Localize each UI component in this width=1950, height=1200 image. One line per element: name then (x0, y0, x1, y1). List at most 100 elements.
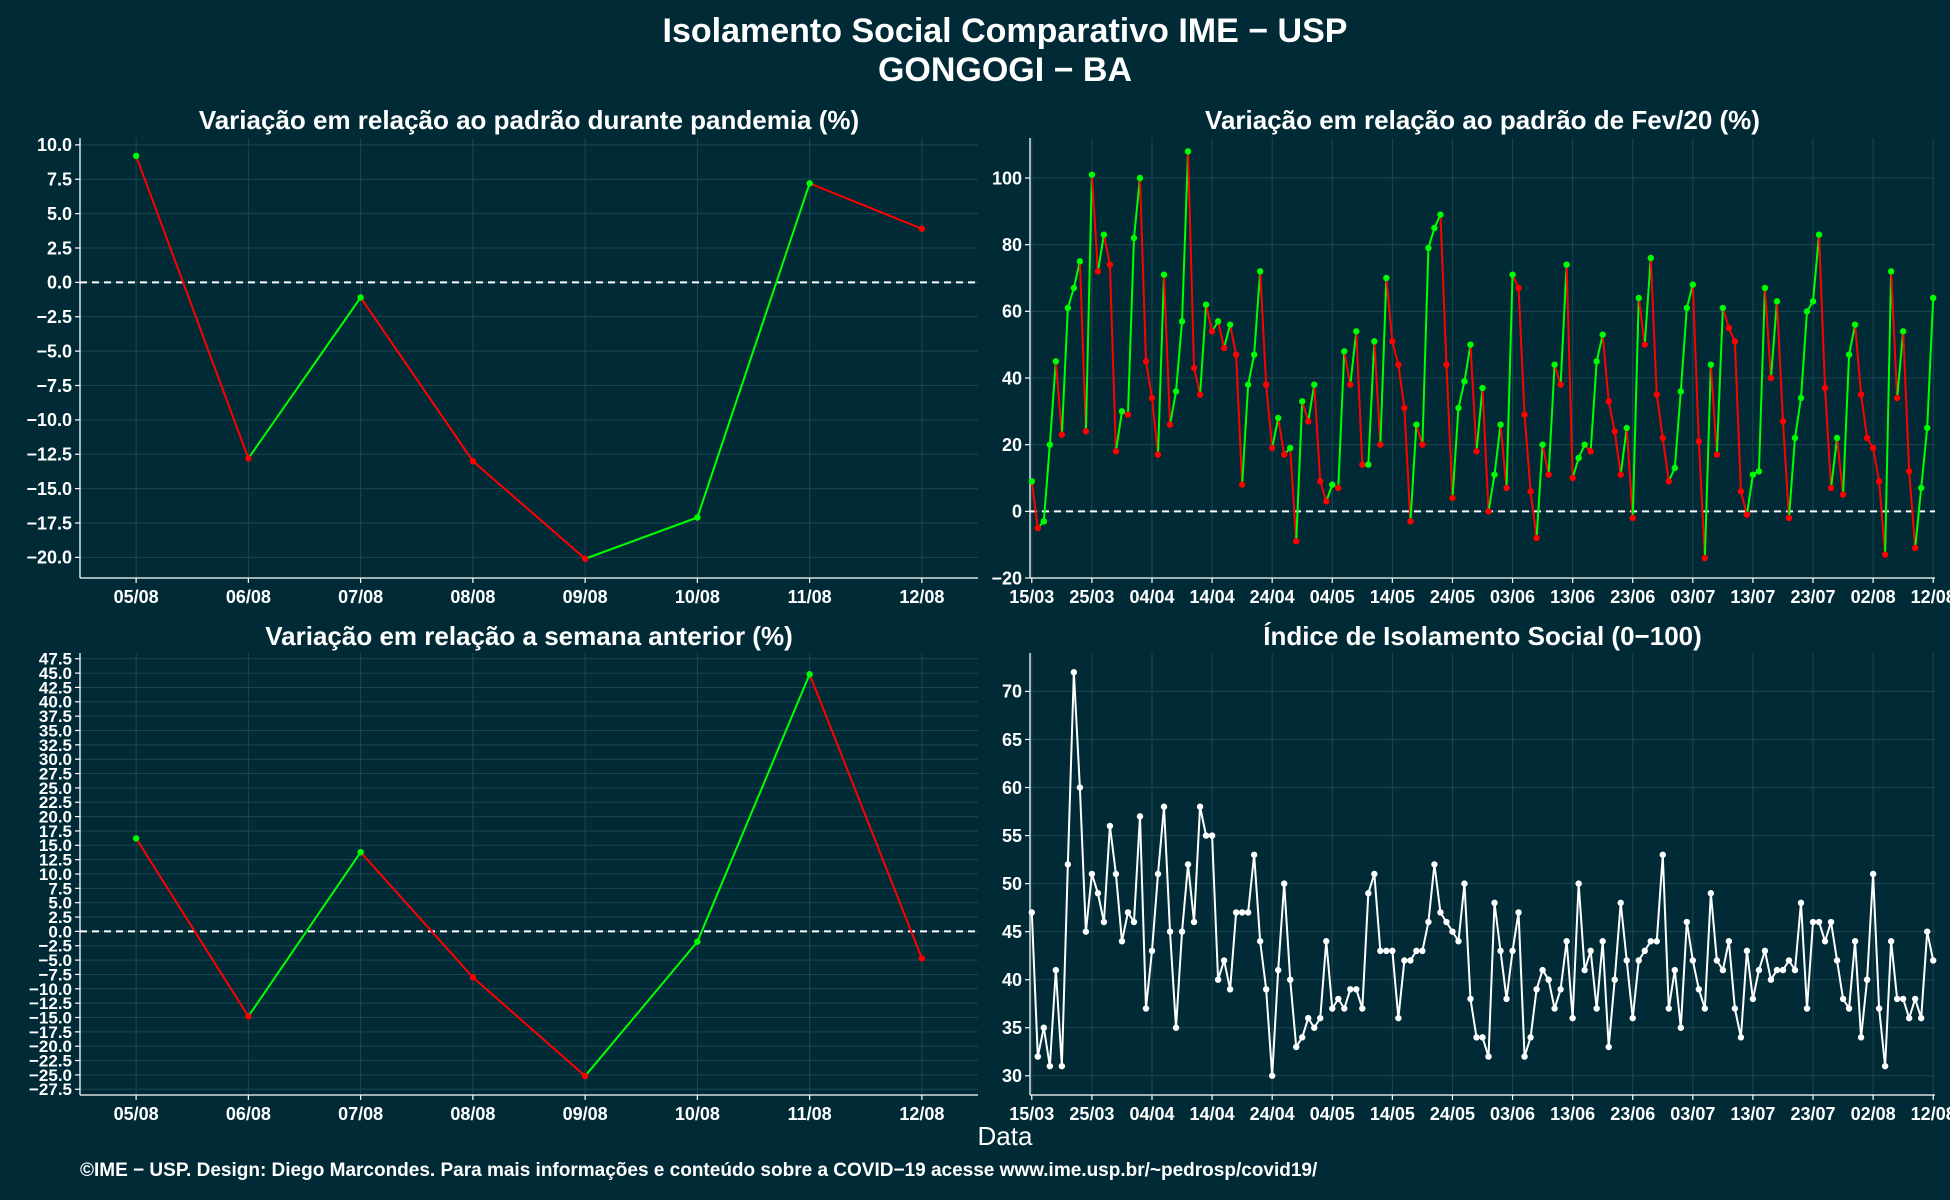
data-point (1305, 418, 1312, 425)
data-point (1280, 880, 1288, 887)
series-segment (1613, 902, 1622, 980)
y-tick-label: 12.5 (39, 851, 72, 870)
series-segment (1193, 806, 1202, 923)
series-segment (1499, 424, 1508, 489)
series-segment (1890, 941, 1899, 1000)
data-point (1863, 976, 1871, 983)
data-point (1773, 298, 1781, 305)
y-tick-label: −7.5 (36, 376, 72, 396)
data-point (1280, 451, 1288, 458)
series-segment (1565, 264, 1574, 479)
series-segment (1523, 414, 1532, 492)
series-segment (359, 851, 474, 978)
series-segment (1475, 387, 1484, 452)
y-tick-label: 0 (1012, 502, 1022, 522)
series-segment (1307, 384, 1316, 422)
data-point (1701, 1005, 1709, 1012)
data-point (1641, 341, 1648, 348)
x-tick-label: 14/04 (1190, 1104, 1235, 1124)
data-point (1172, 1024, 1180, 1031)
data-point (1118, 408, 1126, 415)
panel-indice: Índice de Isolamento Social (0−100) 30 35 4… (1002, 621, 1950, 1124)
series-segment (1391, 950, 1400, 1019)
series-segment (1908, 471, 1917, 549)
data-point (1214, 318, 1222, 325)
data-point (1371, 338, 1378, 345)
data-point (1268, 1072, 1276, 1079)
data-point (1929, 294, 1937, 302)
data-point (1833, 434, 1841, 442)
data-point (1821, 384, 1829, 392)
data-point (1052, 966, 1060, 974)
series-segment (1247, 854, 1256, 913)
series-segment (1745, 950, 1754, 1000)
data-point (1040, 1024, 1048, 1031)
y-tick-label: 40.0 (39, 693, 72, 712)
series-segment (1150, 397, 1159, 455)
y-tick-label: 55 (1002, 826, 1022, 846)
series-segment (1878, 481, 1887, 555)
series-segment (1283, 883, 1292, 980)
data-point (694, 938, 701, 945)
series-segment (1108, 264, 1117, 452)
x-tick-label: 15/03 (1009, 1104, 1054, 1124)
y-tick-label: −20.0 (26, 548, 72, 568)
data-point (357, 848, 364, 856)
data-point (1713, 451, 1721, 458)
data-point (1419, 441, 1426, 448)
series-segment (584, 941, 699, 1077)
data-point (1611, 428, 1618, 435)
series-segment (1872, 447, 1881, 482)
y-tick-label: 25.0 (39, 779, 72, 798)
series-segment (1385, 277, 1394, 342)
series-segment (1355, 989, 1364, 1009)
y-tick-label: −22.5 (29, 1052, 72, 1071)
data-point (1791, 966, 1799, 974)
data-point (1845, 1005, 1853, 1012)
x-tick-label: 13/07 (1730, 587, 1775, 607)
data-point (1232, 909, 1240, 916)
data-point (1929, 957, 1937, 964)
series-segment (1830, 437, 1839, 489)
y-tick-label: −2.5 (38, 937, 72, 956)
data-point (1425, 244, 1432, 252)
series-segment (1523, 1037, 1532, 1057)
data-point (1178, 928, 1186, 935)
data-point (1371, 870, 1378, 878)
data-point (1479, 1034, 1486, 1041)
data-point (132, 835, 140, 842)
data-point (1779, 418, 1787, 425)
data-point (1262, 381, 1270, 388)
x-tick-label: 04/04 (1129, 1104, 1174, 1124)
data-point (1509, 947, 1516, 955)
x-tick-label: 13/06 (1550, 587, 1595, 607)
x-tick-label: 23/07 (1790, 587, 1835, 607)
data-point (1827, 484, 1835, 492)
series-segment (1733, 341, 1742, 492)
series-segment (1223, 960, 1232, 990)
data-point (1491, 471, 1498, 478)
series-segment (1445, 364, 1454, 499)
series-segment (1577, 883, 1586, 971)
data-point (1088, 171, 1096, 178)
series-segment (1343, 989, 1352, 1009)
data-point (1232, 351, 1240, 358)
data-point (1893, 394, 1901, 402)
data-point (1761, 947, 1769, 955)
data-point (357, 294, 364, 301)
series-segment (472, 976, 586, 1077)
series-segment (1529, 491, 1538, 539)
data-point (1503, 995, 1510, 1003)
data-point (1142, 358, 1150, 365)
data-point (1395, 1014, 1402, 1022)
data-point (1455, 404, 1462, 412)
data-point (1737, 488, 1745, 495)
x-tick-label: 11/08 (788, 1104, 832, 1124)
x-tick-label: 25/03 (1069, 1104, 1114, 1124)
series-segment (1078, 787, 1087, 932)
series-segment (1757, 950, 1766, 971)
data-point (1785, 957, 1793, 964)
series-segment (1457, 883, 1466, 942)
x-tick-label: 14/04 (1190, 587, 1235, 607)
data-point (1647, 254, 1654, 262)
